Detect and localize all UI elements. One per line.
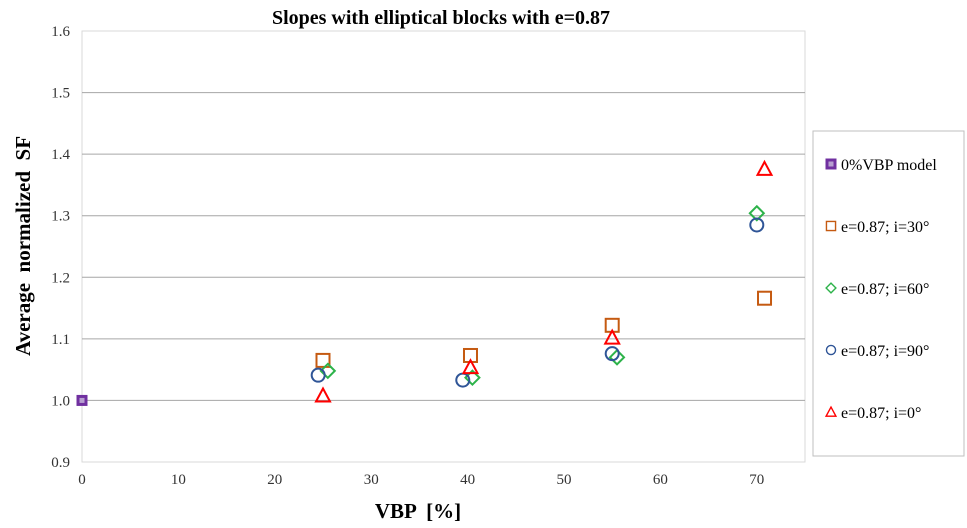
y-tick-label: 1.5 xyxy=(51,86,70,102)
legend-marker-4 xyxy=(824,405,838,417)
legend-label-1: e=0.87; i=30° xyxy=(841,219,929,236)
point-series-1 xyxy=(315,352,331,368)
x-tick-label: 0 xyxy=(78,472,86,488)
point-series-4 xyxy=(755,159,774,176)
legend-marker-shape-2 xyxy=(825,282,837,294)
x-tick-label: 20 xyxy=(267,472,282,488)
legend-label-2: e=0.87; i=60° xyxy=(841,281,929,298)
point-series-4 xyxy=(603,328,621,345)
y-tick-label: 1.1 xyxy=(51,332,70,348)
legend-marker-3 xyxy=(825,344,837,356)
legend-marker-shape-3 xyxy=(825,344,837,356)
gridlines xyxy=(82,92,805,401)
data-markers xyxy=(76,159,774,406)
legend-marker-0 xyxy=(825,158,837,170)
legend-marker-shape-0-inner xyxy=(828,161,834,167)
point-series-3 xyxy=(604,346,620,362)
y-tick-label: 0.9 xyxy=(51,455,70,471)
legend-marker-2 xyxy=(825,282,837,294)
x-tick-label: 40 xyxy=(460,472,475,488)
x-tick-label: 70 xyxy=(749,472,764,488)
y-tick-label: 1.2 xyxy=(51,270,70,286)
point-series-2 xyxy=(608,348,626,366)
plot-area xyxy=(81,30,806,463)
point-series-2 xyxy=(319,362,337,380)
legend-label-3: e=0.87; i=90° xyxy=(841,343,929,360)
point-series-2 xyxy=(748,204,766,222)
point-series-4 xyxy=(314,386,332,403)
point-series-0-inner xyxy=(79,397,85,403)
legend-marker-shape-1 xyxy=(825,220,837,232)
point-series-1 xyxy=(757,290,773,306)
x-tick-label: 60 xyxy=(653,472,668,488)
x-tick-label: 30 xyxy=(364,472,379,488)
legend: 0%VBP model e=0.87; i=30° e=0.87; i=60° e=0… xyxy=(824,157,937,422)
x-axis-title: VBP [%] xyxy=(375,499,461,523)
legend-marker-1 xyxy=(825,220,837,232)
y-tick-label: 1.3 xyxy=(51,209,70,225)
legend-label-0: 0%VBP model xyxy=(841,157,937,174)
y-tick-label: 1.0 xyxy=(51,393,70,409)
x-tick-label: 10 xyxy=(171,472,186,488)
legend-label-4: e=0.87; i=0° xyxy=(841,405,921,422)
tick-labels: 0.9 1.0 1.1 1.2 1.3 1.4 1.5 1.6 0 10 20 30 40 50 60 70 xyxy=(51,24,764,488)
legend-marker-shape-4 xyxy=(824,405,838,417)
legend-box xyxy=(812,130,965,457)
chart-title: Slopes with elliptical blocks with e=0.8… xyxy=(272,7,610,29)
x-tick-label: 50 xyxy=(557,472,572,488)
y-axis-title: Average normalized SF xyxy=(11,136,35,356)
y-tick-label: 1.6 xyxy=(51,24,70,40)
y-tick-label: 1.4 xyxy=(51,147,70,163)
point-series-4 xyxy=(461,358,480,375)
point-series-3 xyxy=(310,367,326,383)
point-series-3 xyxy=(749,217,765,233)
